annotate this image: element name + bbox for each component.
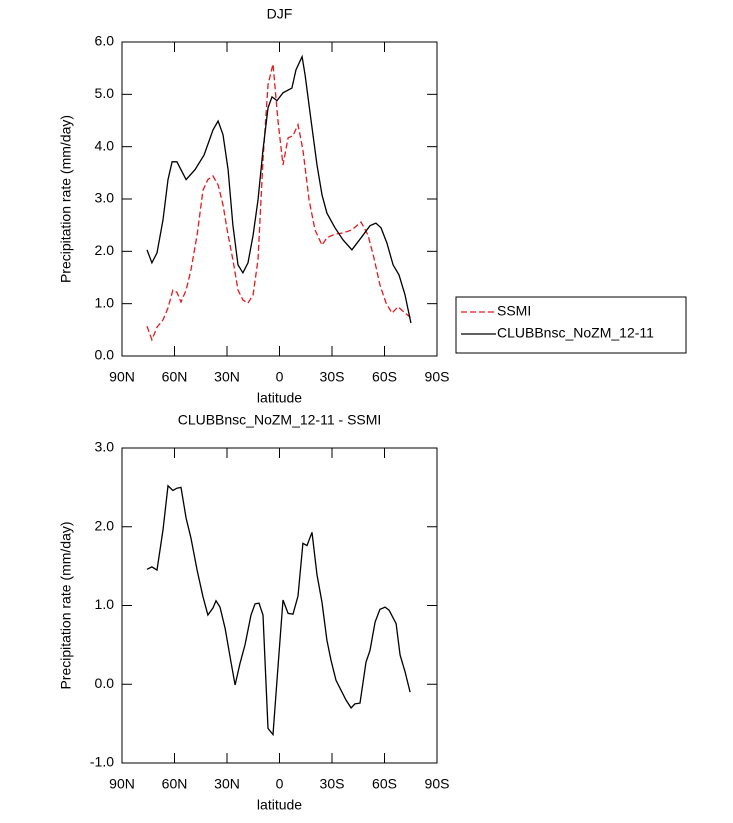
y-tick-label: 4.0 [95,137,115,153]
y-axis-label: Precipitation rate (mm/day) [58,115,74,283]
y-tick-label: 3.0 [95,190,115,206]
y-tick-label: 1.0 [95,294,115,310]
x-tick-label: 60S [372,369,397,385]
x-tick-label: 90N [109,369,135,385]
y-tick-label: 0.0 [95,347,115,363]
legend-label: SSMI [497,303,531,319]
series-line [146,54,412,324]
y-tick-label: 6.0 [95,33,115,49]
y-tick-label: 2.0 [95,517,115,533]
series-line [146,484,411,737]
x-axis-label: latitude [257,390,302,406]
x-tick-label: 90N [109,776,135,792]
y-tick-label: 1.0 [95,596,115,612]
legend-box [455,296,687,354]
x-tick-label: 60N [162,369,188,385]
y-tick-label: 3.0 [95,439,115,455]
legend-label: CLUBBnsc_NoZM_12-11 [497,325,654,341]
series-line [146,63,412,342]
y-tick-label: 5.0 [95,85,115,101]
y-axis-label: Precipitation rate (mm/day) [58,521,74,689]
x-tick-label: 30N [214,369,240,385]
y-tick-label: 0.0 [95,675,115,691]
x-tick-label: 90S [425,369,450,385]
chart-title: DJF [267,6,293,22]
chart-title: CLUBBnsc_NoZM_12-11 - SSMI [178,412,382,428]
x-tick-label: 90S [425,776,450,792]
x-tick-label: 0 [276,776,284,792]
x-axis-label: latitude [257,797,302,813]
y-tick-label: -1.0 [90,754,114,770]
plot-frame [121,447,438,764]
x-tick-label: 30S [320,369,345,385]
x-tick-label: 60N [162,776,188,792]
x-tick-label: 0 [276,369,284,385]
y-tick-label: 2.0 [95,242,115,258]
x-tick-label: 60S [372,776,397,792]
x-tick-label: 30S [320,776,345,792]
x-tick-label: 30N [214,776,240,792]
